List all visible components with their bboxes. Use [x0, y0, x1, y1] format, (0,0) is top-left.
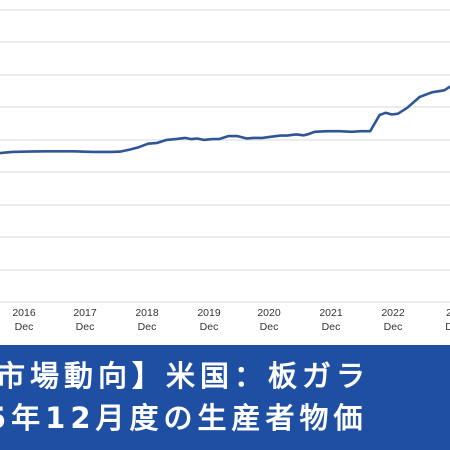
x-tick-month-3: Dec	[200, 321, 219, 333]
chart-area: 2016 Dec 2017 Dec 2018 Dec 2019 Dec 2020 Dec 2021 D…	[0, 9, 450, 333]
x-tick-year-2: 2018	[135, 307, 159, 319]
x-tick-month-7: De	[445, 321, 450, 333]
x-tick-month-5: Dec	[322, 321, 341, 333]
series-layer	[0, 85, 450, 155]
title-banner: 市場動向】米国：板ガラ 5年12月度の生産者物価	[0, 345, 450, 450]
x-tick-year-0: 2016	[12, 307, 36, 319]
x-tick-month-1: Dec	[76, 321, 95, 333]
x-tick-month-2: Dec	[138, 321, 157, 333]
x-axis-ticks: 2016 Dec 2017 Dec 2018 Dec 2019 Dec 2020 Dec 2021 D…	[12, 307, 450, 333]
x-tick-year-1: 2017	[73, 307, 97, 319]
x-tick-year-5: 2021	[319, 307, 343, 319]
x-tick-year-7: 20	[446, 307, 450, 319]
x-tick-month-6: Dec	[384, 321, 403, 333]
banner-headline-line-2: 5年12月度の生産者物価	[0, 401, 368, 435]
gridlines	[0, 9, 450, 303]
x-tick-month-0: Dec	[15, 321, 34, 333]
x-tick-year-6: 2022	[381, 307, 405, 319]
x-tick-year-3: 2019	[197, 307, 221, 319]
banner-headline-line-1: 市場動向】米国：板ガラ	[0, 359, 371, 393]
series-line-0	[0, 85, 450, 155]
x-tick-month-4: Dec	[260, 321, 279, 333]
line-chart: 2016 Dec 2017 Dec 2018 Dec 2019 Dec 2020 Dec 2021 D…	[0, 9, 450, 333]
x-tick-year-4: 2020	[257, 307, 281, 319]
